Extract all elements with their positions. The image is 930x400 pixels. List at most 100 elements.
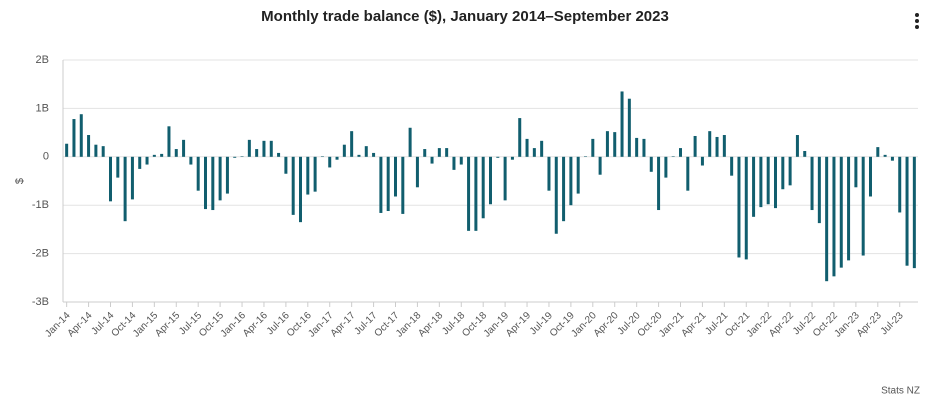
bar	[313, 156, 317, 192]
menu-button[interactable]	[915, 13, 919, 29]
bar	[664, 156, 668, 178]
bar	[912, 156, 916, 269]
bar	[196, 156, 200, 191]
bar	[649, 156, 653, 172]
bar	[788, 156, 792, 186]
bar	[299, 156, 302, 223]
bar	[401, 156, 405, 214]
bar	[335, 156, 339, 160]
bar	[876, 147, 880, 157]
bar	[430, 156, 434, 164]
bar	[474, 156, 478, 231]
bar	[693, 135, 697, 157]
bar	[277, 152, 281, 157]
bar	[262, 140, 266, 157]
bar	[189, 156, 193, 165]
bar	[408, 127, 412, 157]
bar	[532, 148, 536, 157]
x-tick-label: Apr-18	[416, 310, 445, 339]
bar	[87, 135, 91, 157]
bar	[379, 156, 383, 213]
bar	[905, 156, 909, 266]
bar	[306, 156, 310, 195]
bar	[182, 139, 186, 157]
menu-dot	[915, 19, 919, 23]
bar	[715, 136, 719, 157]
bar	[620, 91, 624, 157]
bar	[598, 156, 602, 175]
x-tick-label: Apr-21	[679, 310, 708, 339]
bar	[722, 135, 726, 157]
bar	[291, 156, 295, 215]
bar	[613, 132, 617, 157]
bar	[525, 138, 529, 157]
bar	[605, 131, 609, 157]
bar	[679, 148, 682, 157]
bar	[766, 156, 770, 205]
y-tick-label: 1B	[36, 102, 49, 114]
x-tick-label: Apr-19	[504, 310, 533, 339]
bar	[686, 156, 690, 191]
bar	[657, 156, 661, 211]
credits: Stats NZ	[881, 386, 920, 397]
bar	[255, 149, 259, 157]
bar	[510, 156, 514, 160]
bar	[160, 153, 164, 157]
bar	[518, 118, 522, 157]
bar	[116, 156, 120, 178]
bar	[394, 156, 397, 197]
bar	[79, 114, 83, 157]
bar	[94, 144, 98, 157]
bar	[101, 146, 105, 157]
bar	[240, 156, 244, 157]
x-tick-label: Apr-22	[767, 310, 796, 339]
bar	[591, 138, 595, 157]
bar	[708, 131, 712, 157]
y-tick-label: 2B	[36, 54, 49, 66]
menu-dot	[915, 25, 919, 29]
bar	[247, 139, 251, 157]
bar	[481, 156, 485, 219]
bar	[357, 154, 361, 157]
bar	[540, 140, 544, 157]
bar	[452, 156, 456, 170]
bar	[233, 156, 237, 158]
bar	[562, 156, 566, 222]
bar	[869, 156, 872, 197]
y-axis-label: $	[14, 178, 26, 184]
bar	[737, 156, 741, 258]
bar	[123, 156, 127, 222]
bar	[825, 156, 829, 282]
bar	[890, 156, 894, 161]
menu-dot	[915, 13, 919, 17]
y-tick-label: -1B	[32, 199, 49, 211]
chart-title: Monthly trade balance ($), January 2014–…	[261, 8, 669, 25]
bar	[152, 154, 156, 157]
bar	[847, 156, 851, 261]
bar	[211, 156, 215, 211]
bar	[423, 149, 427, 157]
bar	[810, 156, 814, 211]
bar	[642, 138, 646, 157]
bar	[795, 135, 799, 157]
bar	[437, 148, 441, 157]
bar	[218, 156, 222, 201]
bar	[730, 156, 734, 176]
bar	[328, 156, 332, 168]
bar	[774, 156, 777, 209]
bar	[145, 156, 149, 165]
bar	[459, 156, 463, 165]
bar	[284, 156, 288, 174]
bar	[671, 156, 675, 157]
bar	[883, 154, 887, 157]
bar	[372, 152, 376, 157]
bar	[174, 149, 178, 157]
x-tick-label: Apr-17	[329, 310, 358, 339]
bar	[803, 150, 807, 157]
x-tick-label: Apr-16	[241, 310, 270, 339]
bar	[584, 156, 587, 157]
bar	[635, 137, 639, 157]
bar	[467, 156, 471, 231]
bar	[445, 148, 449, 157]
